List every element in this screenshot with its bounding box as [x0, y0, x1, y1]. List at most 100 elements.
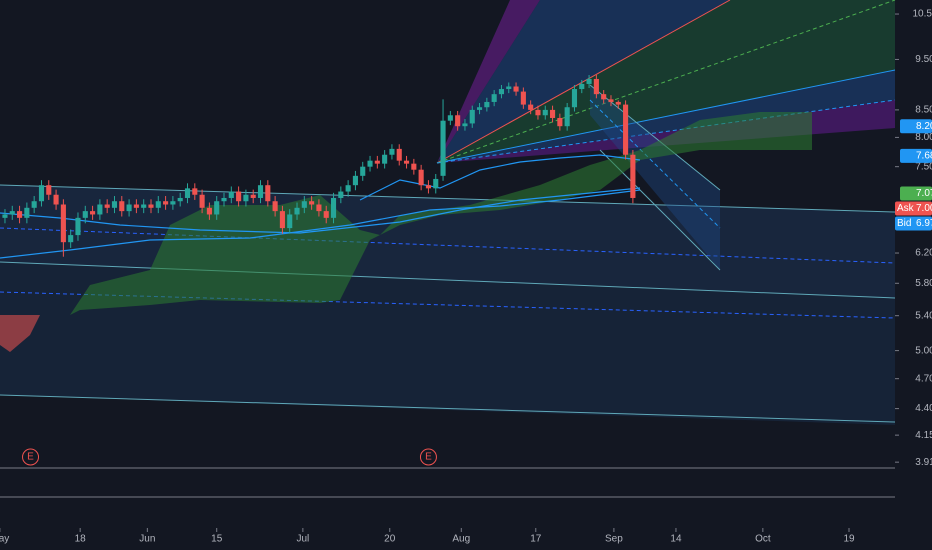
x-tick-label: Oct — [755, 534, 771, 545]
candle-body — [396, 148, 402, 161]
price-label-box — [895, 216, 932, 231]
x-tick-label: 18 — [75, 534, 87, 545]
candle-body — [455, 115, 461, 127]
candle-body — [46, 185, 52, 195]
ma — [0, 189, 641, 259]
candle-body — [119, 201, 125, 212]
price-label-box — [900, 186, 932, 201]
x-tick-label: Sep — [605, 534, 623, 545]
candle-body — [601, 94, 607, 100]
candle-body — [104, 204, 110, 208]
event-marker — [419, 448, 437, 466]
candle-body — [374, 160, 380, 164]
candle-body — [352, 175, 358, 186]
candle-body — [53, 194, 59, 205]
y-tick-label: 4.15 — [915, 430, 932, 441]
x-tick-label: 14 — [670, 534, 682, 545]
fan-line — [436, 69, 896, 164]
fan-line — [436, 99, 896, 164]
candle-body — [170, 201, 176, 205]
price-label-box — [895, 201, 932, 216]
candle-body — [615, 101, 621, 105]
candle-body — [90, 211, 96, 215]
y-tick-label: 9.50 — [915, 54, 932, 65]
candle-body — [155, 201, 161, 208]
candle-body — [192, 188, 198, 195]
candle-body — [287, 214, 293, 229]
candle-body — [126, 204, 132, 212]
candle-body — [476, 107, 483, 110]
price-label-box — [900, 119, 932, 134]
candle-body — [579, 83, 585, 90]
candle-body — [345, 185, 351, 192]
candle-body — [382, 154, 388, 164]
y-tick-label: 5.40 — [915, 310, 932, 321]
x-tick-label: Aug — [452, 534, 470, 545]
candle-body — [236, 191, 242, 202]
candle-body — [330, 197, 337, 218]
candle-body — [528, 104, 534, 110]
overlays — [0, 0, 896, 498]
candle-body — [535, 109, 541, 116]
candle-body — [447, 115, 453, 121]
candle-body — [608, 99, 614, 102]
candle-body — [433, 178, 439, 189]
candle-body — [338, 191, 344, 198]
candle-body — [82, 211, 88, 218]
candle-body — [301, 201, 307, 208]
candle-body — [316, 204, 322, 212]
candle-body — [177, 197, 183, 202]
candle-body — [550, 109, 556, 118]
pitch-line — [589, 99, 721, 229]
candle-body — [38, 185, 45, 202]
candle-body — [506, 86, 512, 90]
candle-body — [148, 204, 154, 208]
x-tick-label: 17 — [530, 534, 542, 545]
candle-body — [367, 160, 373, 167]
candle-body — [403, 160, 410, 164]
candle-body — [593, 78, 599, 95]
price-label-box — [900, 148, 932, 163]
y-tick-label: 8.50 — [915, 105, 932, 116]
channel-mid — [0, 227, 896, 264]
candle-body — [389, 148, 395, 155]
channel-line — [0, 394, 896, 423]
candle-body — [630, 154, 636, 198]
candle-body — [250, 194, 256, 198]
candle-body — [265, 185, 271, 202]
candle-body — [360, 166, 366, 176]
y-tick-label: 4.40 — [915, 403, 932, 414]
y-tick-label: 10.50 — [912, 9, 932, 20]
candle-body — [498, 89, 505, 95]
ma — [0, 187, 641, 234]
candle-body — [411, 163, 417, 170]
candle-body — [133, 204, 139, 208]
candle-body — [163, 201, 169, 205]
x-tick-label: 15 — [211, 534, 223, 545]
channel-line — [0, 261, 896, 299]
candle-body — [469, 109, 475, 124]
y-tick-label: 4.70 — [915, 373, 932, 384]
candle-body — [513, 86, 519, 92]
y-tick-label: 5.80 — [915, 278, 932, 289]
price-label-name: Bid — [897, 218, 911, 229]
x-tick-label: Jun — [139, 534, 155, 545]
candle-body — [24, 207, 30, 218]
candle-body — [68, 235, 74, 243]
price-label: 7.00 — [916, 203, 932, 214]
y-tick-label: 5.00 — [915, 345, 932, 356]
x-tick-label: May — [0, 534, 9, 545]
candle-body — [557, 117, 563, 127]
price-label: 7.07 — [916, 188, 932, 199]
candle-body — [586, 78, 592, 84]
candle-body — [623, 104, 629, 155]
candle-body — [206, 207, 212, 215]
candle-body — [440, 120, 446, 176]
candle-body — [243, 194, 249, 202]
y-tick-label: 6.20 — [915, 248, 932, 259]
candle-body — [279, 211, 285, 229]
candle-body — [257, 185, 264, 198]
pitch-line — [589, 84, 721, 191]
ma — [359, 154, 641, 201]
